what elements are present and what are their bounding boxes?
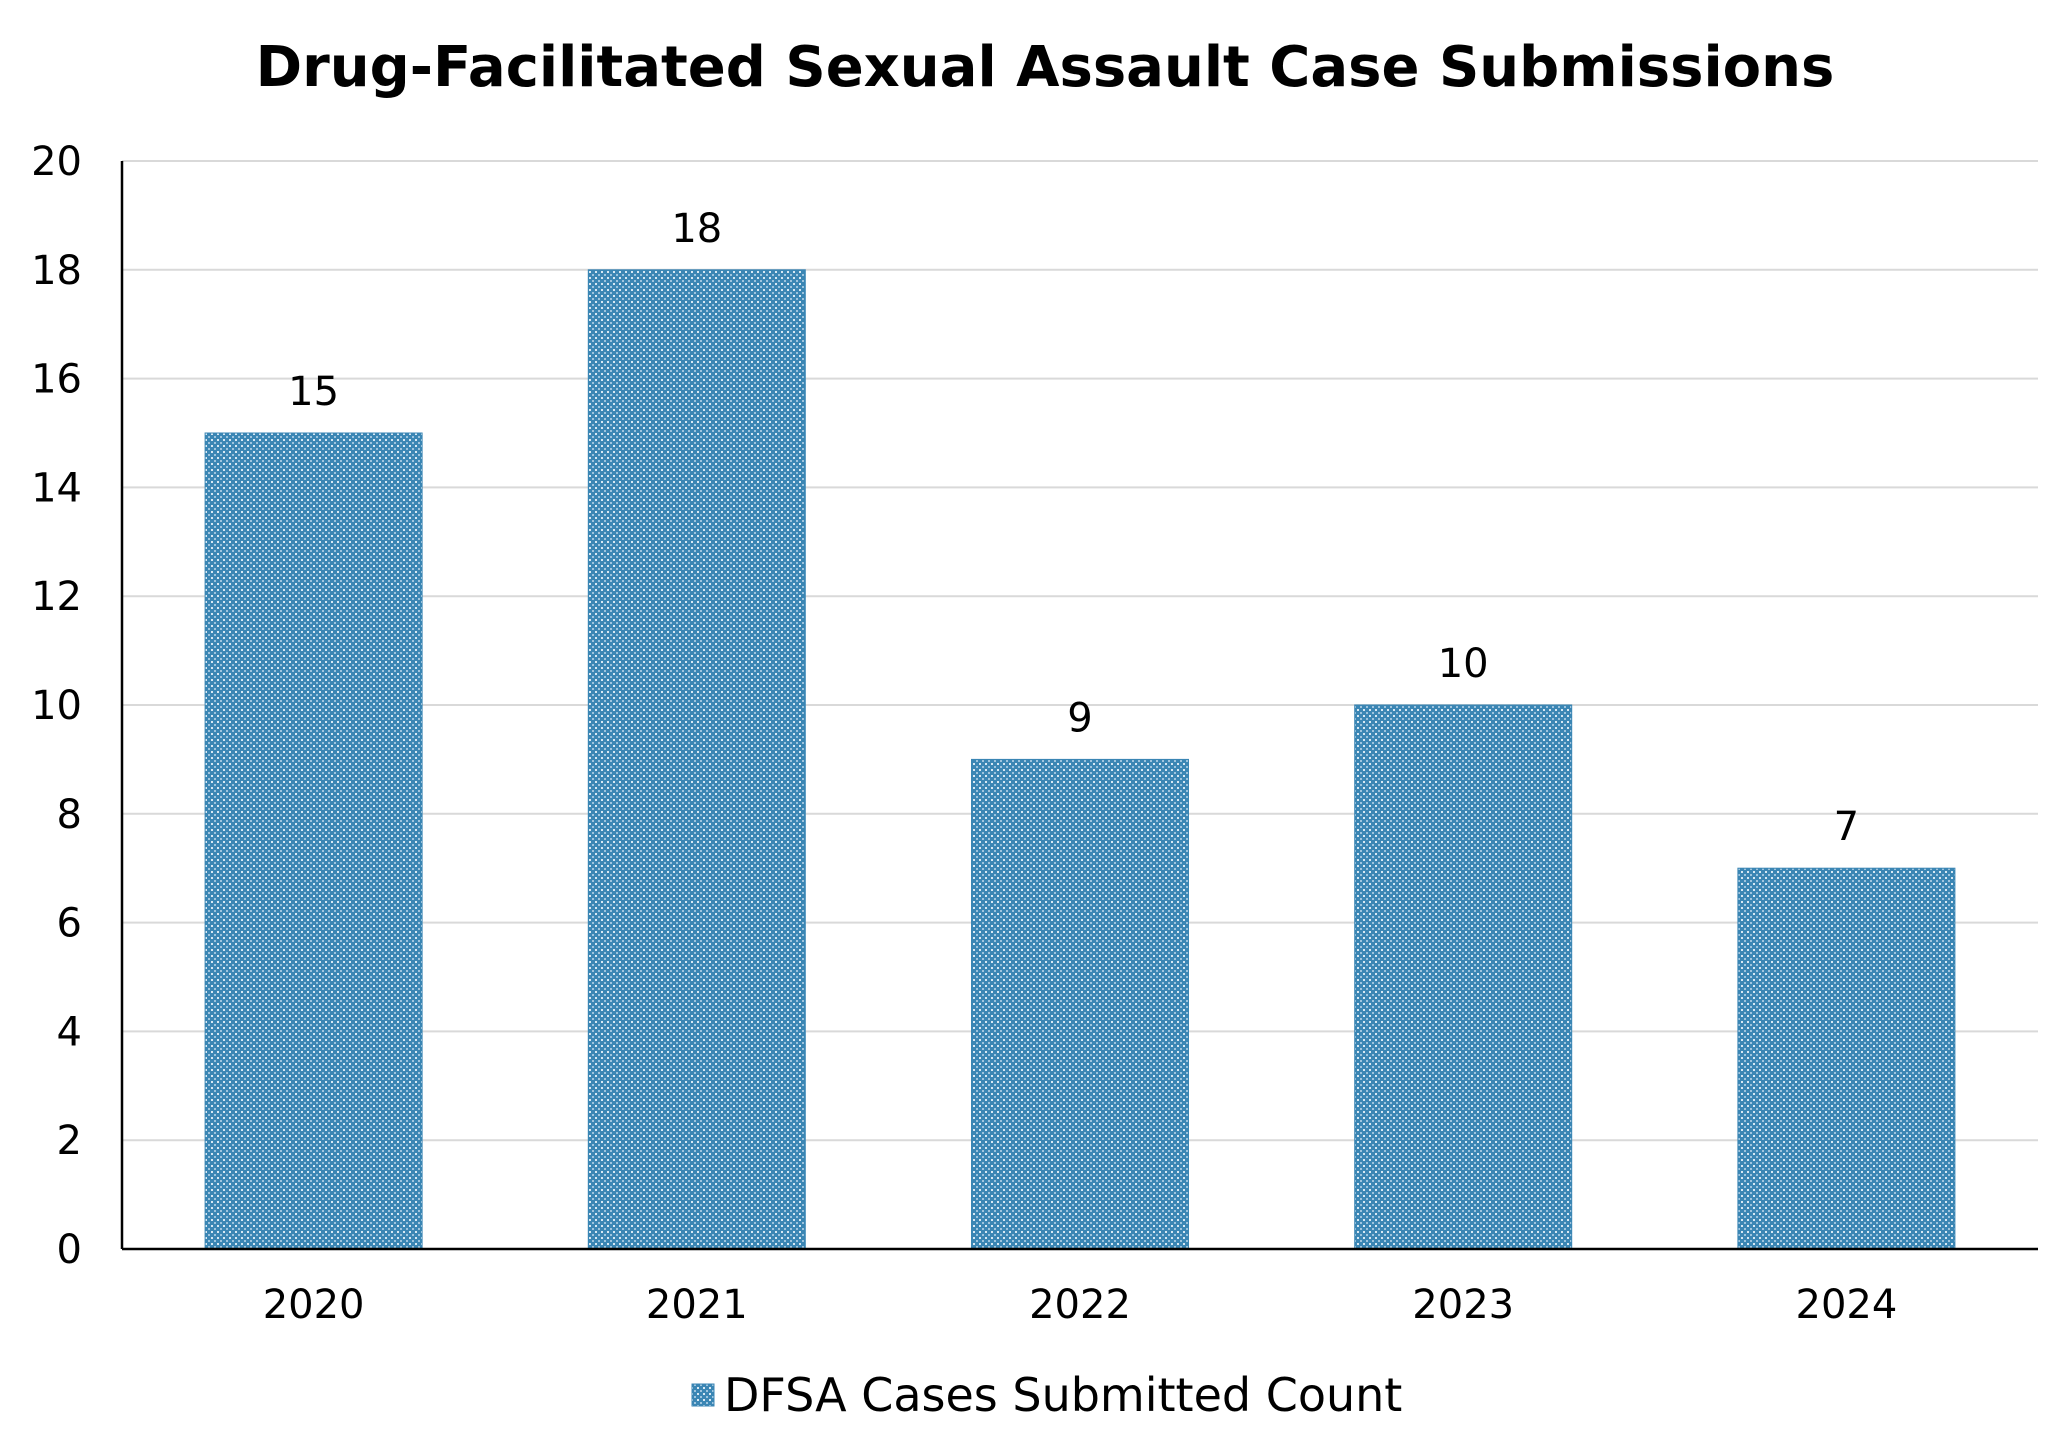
legend: DFSA Cases Submitted Count [691, 1368, 1402, 1422]
legend-label: DFSA Cases Submitted Count [724, 1368, 1402, 1422]
y-tick-label: 20 [31, 139, 82, 185]
y-tick-label: 16 [31, 357, 82, 403]
y-tick-label: 4 [57, 1009, 82, 1055]
bar [1354, 704, 1573, 1250]
y-tick-label: 18 [31, 248, 82, 294]
data-label: 18 [671, 206, 722, 252]
bar [1737, 867, 1956, 1250]
data-label: 9 [1067, 695, 1092, 741]
x-tick-label: 2021 [646, 1282, 748, 1328]
axes [120, 161, 2038, 1251]
data-labels: 15 18 9 10 7 [288, 206, 1859, 850]
y-tick-label: 8 [57, 792, 82, 838]
bar [587, 269, 806, 1250]
bar [204, 432, 423, 1250]
y-axis-tick-labels: 0 2 4 6 8 10 12 14 16 18 20 [31, 139, 82, 1273]
x-axis-tick-labels: 2020 2021 2022 2023 2024 [263, 1282, 1898, 1328]
y-tick-label: 6 [57, 901, 82, 947]
x-tick-label: 2024 [1796, 1282, 1898, 1328]
data-label: 10 [1438, 641, 1489, 687]
y-tick-label: 14 [31, 465, 82, 511]
y-tick-label: 2 [57, 1118, 82, 1164]
y-tick-label: 0 [57, 1227, 82, 1273]
gridlines [122, 160, 2038, 1142]
chart-title: Drug-Facilitated Sexual Assault Case Sub… [256, 35, 1835, 100]
bars [204, 269, 1956, 1250]
bar [971, 758, 1189, 1250]
data-label: 15 [288, 369, 339, 415]
x-tick-label: 2022 [1029, 1282, 1131, 1328]
legend-swatch [691, 1383, 715, 1407]
data-label: 7 [1834, 804, 1859, 850]
x-tick-label: 2023 [1412, 1282, 1514, 1328]
x-tick-label: 2020 [263, 1282, 365, 1328]
y-tick-label: 10 [31, 683, 82, 729]
y-tick-label: 12 [31, 574, 82, 620]
